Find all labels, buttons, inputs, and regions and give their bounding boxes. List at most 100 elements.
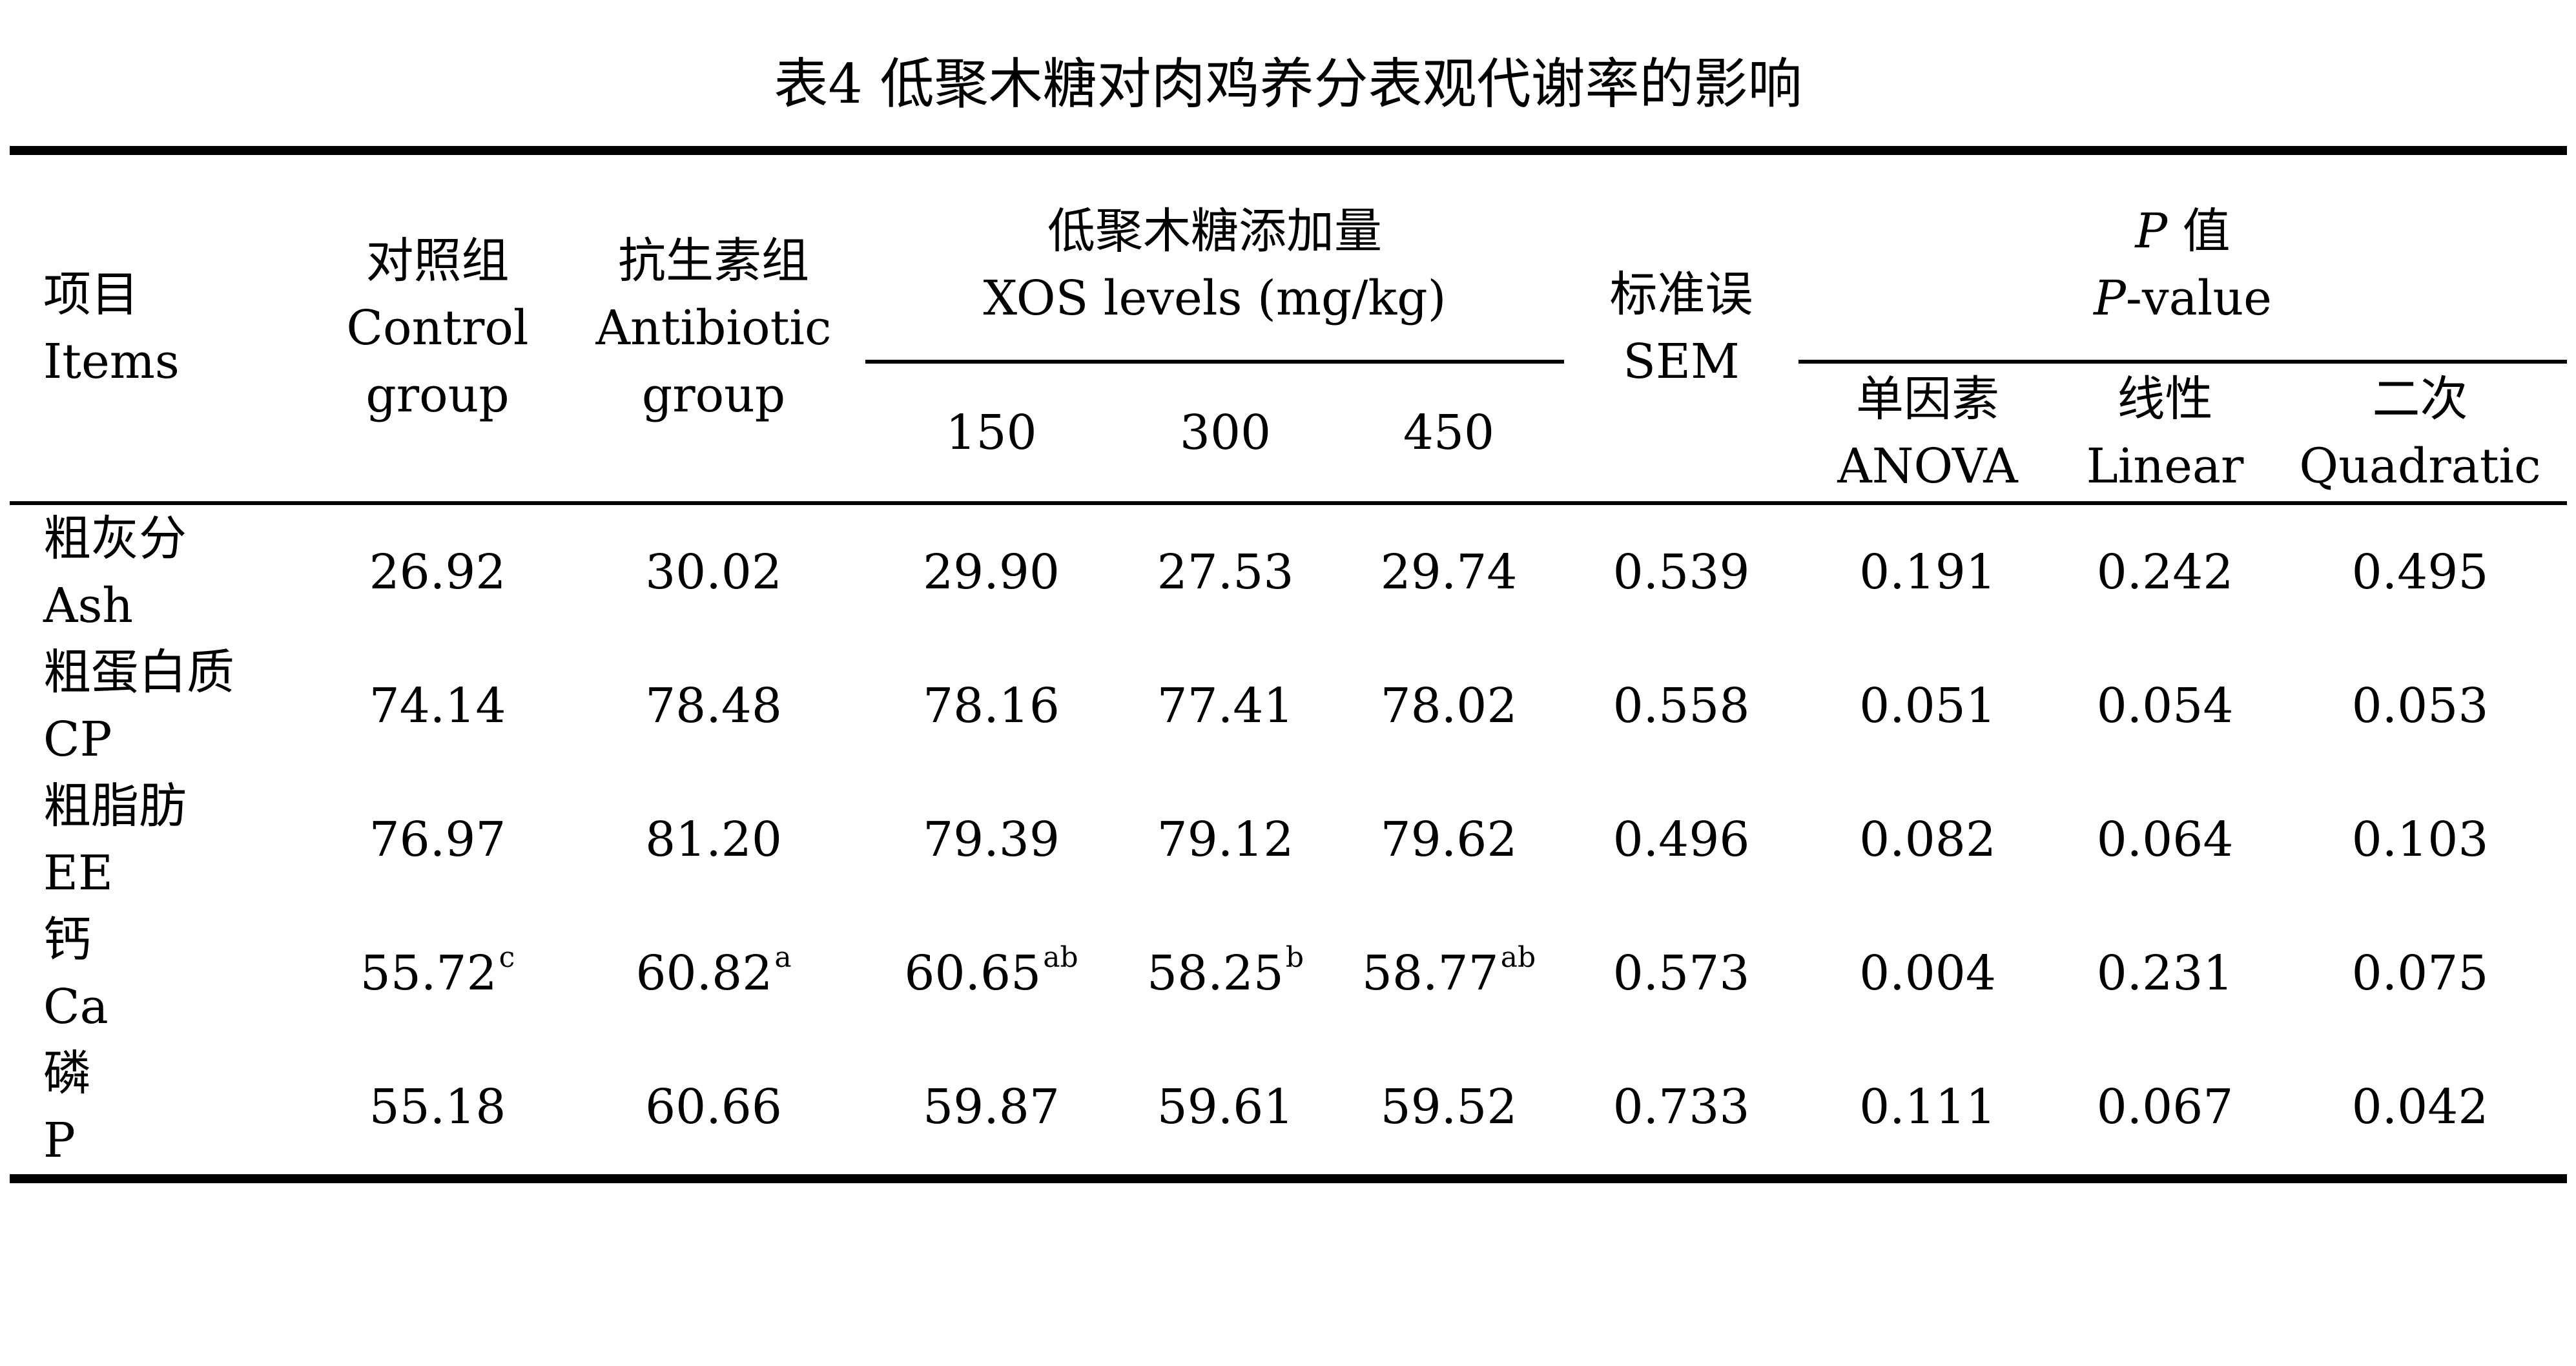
table-cell: 78.02 — [1334, 639, 1564, 772]
header-linear-en: Linear — [2086, 438, 2244, 494]
cell-value: 30.02 — [645, 544, 782, 600]
cell-value: 58.25 — [1146, 945, 1284, 1001]
table-cell: 0.051 — [1798, 639, 2057, 772]
table-cell: 0.064 — [2057, 772, 2273, 906]
row-item-cn: 粗灰分 — [43, 510, 187, 566]
table-cell: 0.496 — [1564, 772, 1798, 906]
cell-value: 0.231 — [2096, 945, 2234, 1001]
row-item-label: 粗脂肪 EE — [10, 772, 313, 906]
table-cell: 55.18 — [313, 1040, 562, 1174]
table-cell: 58.25 b — [1117, 906, 1334, 1040]
cell-value: 0.067 — [2096, 1079, 2234, 1135]
header-sem-en: SEM — [1623, 334, 1740, 389]
cell-value: 78.02 — [1380, 678, 1518, 734]
table-cell: 0.004 — [1798, 906, 2057, 1040]
cell-value: 0.495 — [2351, 544, 2489, 600]
cell-value: 0.573 — [1613, 945, 1750, 1001]
significance-superscript: c — [499, 940, 515, 974]
cell-value: 27.53 — [1157, 544, 1294, 600]
table-cell: 81.20 — [562, 772, 865, 906]
row-item-en: EE — [43, 845, 114, 901]
cell-value: 0.733 — [1613, 1079, 1750, 1135]
header-p-symbol-en: P — [2094, 271, 2126, 326]
row-item-en: CP — [43, 711, 112, 767]
header-antibiotic-en2: group — [641, 367, 786, 423]
header-anova: 单因素 ANOVA — [1798, 364, 2057, 501]
cell-value: 60.66 — [645, 1079, 782, 1135]
table-cell: 0.495 — [2273, 505, 2567, 639]
bottom-rule — [10, 1174, 2567, 1183]
header-xos-cn: 低聚木糖添加量 — [1047, 203, 1382, 259]
header-xos-150: 150 — [865, 364, 1117, 501]
table-cell: 79.12 — [1117, 772, 1334, 906]
header-xos-300: 300 — [1117, 364, 1334, 501]
row-item-en: Ca — [43, 978, 108, 1035]
cell-value: 29.90 — [923, 544, 1060, 600]
header-p-en: P-value — [2094, 265, 2272, 332]
header-linear-cn: 线性 — [2117, 371, 2213, 427]
header-items-en: Items — [43, 334, 180, 389]
header-xos-450: 450 — [1334, 364, 1564, 501]
row-item-en: Ash — [43, 577, 134, 634]
table-cell: 0.103 — [2273, 772, 2567, 906]
header-p-cn: P 值 — [2135, 198, 2230, 265]
table-cell: 59.52 — [1334, 1040, 1564, 1174]
header-xos-150-label: 150 — [945, 404, 1037, 461]
cell-value: 0.539 — [1613, 544, 1750, 600]
cell-value: 77.41 — [1157, 678, 1294, 734]
header-control-en1: Control — [346, 300, 529, 356]
table-cell: 0.733 — [1564, 1040, 1798, 1174]
cell-value: 0.103 — [2351, 811, 2489, 867]
header-anova-cn: 单因素 — [1856, 371, 1999, 427]
header-antibiotic-cn: 抗生素组 — [618, 233, 809, 289]
cell-value: 0.064 — [2096, 811, 2234, 867]
significance-superscript: a — [774, 940, 792, 974]
row-item-label: 钙 Ca — [10, 906, 313, 1040]
table-cell: 79.39 — [865, 772, 1117, 906]
row-item-en: P — [43, 1112, 76, 1168]
header-antibiotic-en1: Antibiotic — [595, 300, 832, 356]
table-cell: 58.77 ab — [1334, 906, 1564, 1040]
table-cell: 0.111 — [1798, 1040, 2057, 1174]
row-item-cn: 磷 — [43, 1045, 91, 1101]
header-items-cn: 项目 — [43, 267, 139, 322]
table-cell: 78.16 — [865, 639, 1117, 772]
row-item-cn: 钙 — [43, 911, 91, 968]
header-p-en-suffix: -value — [2125, 271, 2272, 326]
table-cell: 59.87 — [865, 1040, 1117, 1174]
cell-value: 29.74 — [1380, 544, 1518, 600]
cell-value: 60.65 — [904, 945, 1042, 1001]
row-item-label: 粗灰分 Ash — [10, 505, 313, 639]
row-item-cn: 粗脂肪 — [43, 778, 187, 834]
header-p-group: P 值 P-value — [1798, 181, 2567, 349]
cell-value: 26.92 — [369, 544, 506, 600]
header-sem: 标准误 SEM — [1564, 155, 1798, 501]
cell-value: 0.051 — [1859, 678, 1996, 734]
header-p-symbol-cn: P — [2135, 203, 2168, 259]
cell-value: 79.12 — [1157, 811, 1294, 867]
table-cell: 0.082 — [1798, 772, 2057, 906]
table-cell: 77.41 — [1117, 639, 1334, 772]
cell-value: 0.111 — [1859, 1079, 1996, 1135]
table-cell: 29.90 — [865, 505, 1117, 639]
table-cell: 79.62 — [1334, 772, 1564, 906]
top-rule — [10, 146, 2567, 155]
header-linear: 线性 Linear — [2057, 364, 2273, 501]
table-cell: 0.242 — [2057, 505, 2273, 639]
significance-superscript: b — [1285, 940, 1304, 974]
header-xos-300-label: 300 — [1179, 404, 1272, 461]
cell-value: 59.52 — [1380, 1079, 1518, 1135]
header-control-cn: 对照组 — [366, 233, 510, 289]
table-cell: 0.067 — [2057, 1040, 2273, 1174]
table-cell: 55.72 c — [313, 906, 562, 1040]
table-cell: 59.61 — [1117, 1040, 1334, 1174]
table-cell: 60.66 — [562, 1040, 865, 1174]
cell-value: 74.14 — [369, 678, 506, 734]
cell-value: 0.082 — [1859, 811, 1996, 867]
table-cell: 76.97 — [313, 772, 562, 906]
header-xos-en: XOS levels (mg/kg) — [983, 271, 1447, 326]
table-cell: 0.042 — [2273, 1040, 2567, 1174]
header-quadratic: 二次 Quadratic — [2273, 364, 2567, 501]
cell-value: 0.242 — [2096, 544, 2234, 600]
